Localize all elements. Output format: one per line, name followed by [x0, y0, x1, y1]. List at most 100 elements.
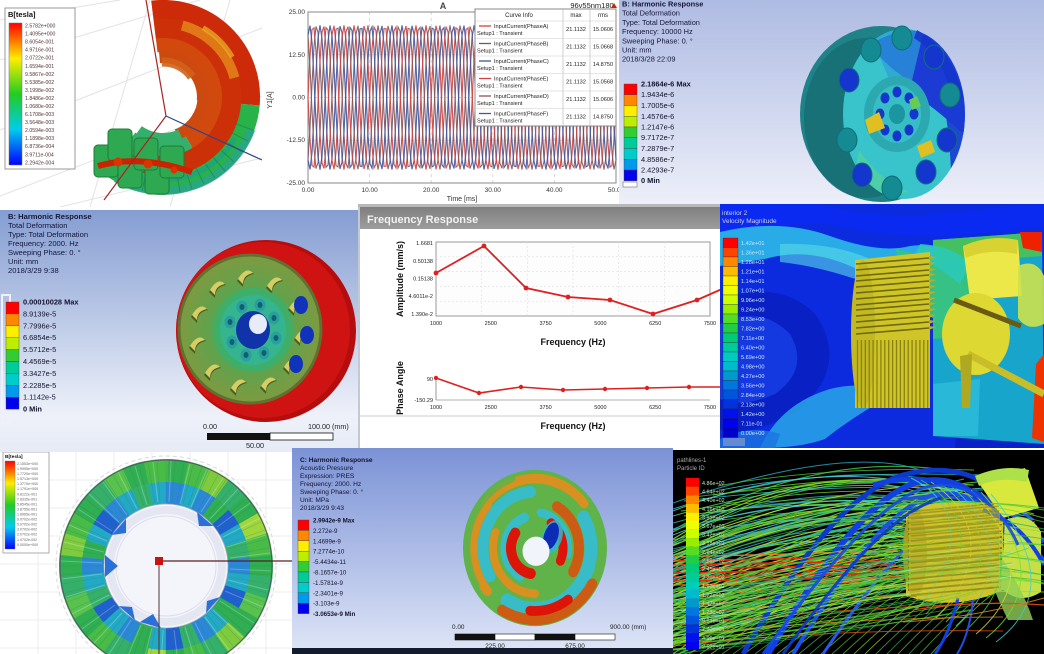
svg-text:6.40e+00: 6.40e+00	[741, 346, 765, 352]
svg-text:3.5648e-003: 3.5648e-003	[25, 120, 54, 126]
svg-text:1.7720e+000: 1.7720e+000	[17, 472, 38, 476]
svg-text:Amplitude (mm/s): Amplitude (mm/s)	[395, 241, 405, 317]
svg-text:3750: 3750	[539, 321, 551, 327]
svg-text:1.6594e-001: 1.6594e-001	[25, 64, 54, 70]
svg-text:Frequency (Hz): Frequency (Hz)	[540, 337, 605, 347]
svg-text:2.94e+02: 2.94e+02	[702, 550, 725, 556]
svg-text:Expression: PRES: Expression: PRES	[300, 473, 355, 480]
svg-text:4.86e+02: 4.86e+02	[702, 481, 725, 487]
svg-text:4.6011e-2: 4.6011e-2	[409, 294, 433, 300]
svg-text:0 Min: 0 Min	[641, 176, 660, 185]
svg-text:15.0568: 15.0568	[593, 80, 613, 86]
svg-text:Unit: mm: Unit: mm	[8, 257, 38, 266]
svg-text:9.0702e-002: 9.0702e-002	[17, 518, 37, 522]
svg-text:3.0702e-002: 3.0702e-002	[17, 528, 37, 532]
svg-text:pathlines-1: pathlines-1	[677, 458, 707, 464]
svg-text:2.1553e+000: 2.1553e+000	[17, 462, 38, 466]
svg-text:2.1864e-6 Max: 2.1864e-6 Max	[641, 80, 692, 89]
svg-text:21.1132: 21.1132	[566, 97, 586, 103]
svg-text:Setup1 : Transient: Setup1 : Transient	[477, 84, 523, 90]
svg-text:-8.1657e-10: -8.1657e-10	[313, 570, 347, 577]
svg-text:-3.0653e-9 Min: -3.0653e-9 Min	[313, 611, 356, 618]
svg-text:8.9139e-5: 8.9139e-5	[23, 309, 56, 318]
svg-text:-25.00: -25.00	[287, 180, 306, 187]
svg-text:1.9434e-6: 1.9434e-6	[641, 90, 674, 99]
svg-text:7.2879e-7: 7.2879e-7	[641, 144, 674, 153]
svg-text:4.64e+02: 4.64e+02	[702, 490, 725, 496]
svg-text:1.1791e+000: 1.1791e+000	[17, 487, 38, 491]
svg-text:1.0702e-002: 1.0702e-002	[17, 538, 37, 542]
svg-text:0.0000e+000: 0.0000e+000	[17, 543, 38, 547]
svg-text:0.00: 0.00	[302, 187, 315, 194]
svg-text:4.96e+01: 4.96e+01	[702, 636, 725, 642]
svg-text:2.52e+01: 2.52e+01	[702, 644, 725, 650]
svg-text:3.8755e-001: 3.8755e-001	[17, 507, 37, 511]
svg-text:2.45e+02: 2.45e+02	[702, 567, 725, 573]
svg-text:Curve Info: Curve Info	[505, 13, 533, 19]
svg-text:1.390e-2: 1.390e-2	[411, 312, 433, 318]
svg-text:-3.103e-9: -3.103e-9	[313, 601, 340, 608]
svg-text:-2.3401e-9: -2.3401e-9	[313, 590, 343, 597]
svg-text:Particle ID: Particle ID	[677, 466, 705, 472]
svg-text:900.00 (mm): 900.00 (mm)	[610, 624, 646, 631]
svg-text:96v55nm180: 96v55nm180	[570, 1, 613, 10]
svg-text:21.1132: 21.1132	[566, 27, 586, 33]
svg-text:2.272e-9: 2.272e-9	[313, 528, 338, 535]
svg-text:1.8965e-001: 1.8965e-001	[17, 513, 37, 517]
svg-text:Phase Angle: Phase Angle	[395, 361, 405, 415]
svg-text:InputCurrent(PhaseA): InputCurrent(PhaseA)	[494, 24, 549, 30]
svg-text:2018/3/29 9:38: 2018/3/29 9:38	[8, 266, 59, 275]
svg-text:1.21e+01: 1.21e+01	[741, 270, 765, 276]
svg-text:0.00: 0.00	[292, 95, 305, 102]
svg-text:A: A	[440, 1, 447, 11]
svg-text:7.8335e-001: 7.8335e-001	[17, 497, 37, 501]
svg-text:1.3770e+000: 1.3770e+000	[17, 482, 38, 486]
svg-text:1.1142e-5: 1.1142e-5	[23, 393, 56, 402]
svg-text:Setup1 : Transient: Setup1 : Transient	[477, 49, 523, 55]
svg-text:1000: 1000	[430, 321, 442, 327]
svg-text:4.16e+02: 4.16e+02	[702, 507, 725, 513]
svg-text:0.50138: 0.50138	[413, 259, 433, 265]
svg-text:0.00: 0.00	[203, 422, 217, 431]
svg-text:B: Harmonic Response: B: Harmonic Response	[8, 212, 92, 221]
svg-text:2.2942e-004: 2.2942e-004	[25, 160, 54, 166]
svg-text:1.23e+02: 1.23e+02	[702, 610, 725, 616]
svg-text:90: 90	[427, 377, 433, 383]
svg-text:6.8736e-004: 6.8736e-004	[25, 144, 54, 150]
svg-text:2.20e+02: 2.20e+02	[702, 576, 725, 582]
svg-text:2.4293e-7: 2.4293e-7	[641, 166, 674, 175]
svg-text:6250: 6250	[649, 405, 661, 411]
svg-text:0 Min: 0 Min	[23, 405, 42, 414]
svg-text:Total Deformation: Total Deformation	[622, 9, 680, 18]
svg-text:4.27e+00: 4.27e+00	[741, 374, 765, 380]
svg-text:2.0722e-001: 2.0722e-001	[25, 56, 54, 62]
svg-text:Setup1 : Transient: Setup1 : Transient	[477, 31, 523, 37]
svg-text:7.7996e-5: 7.7996e-5	[23, 321, 56, 330]
svg-text:0.00e+00: 0.00e+00	[741, 431, 765, 437]
svg-text:1.47e+02: 1.47e+02	[702, 601, 725, 607]
svg-text:6.1708e-003: 6.1708e-003	[25, 112, 54, 118]
svg-text:15.0606: 15.0606	[593, 97, 613, 103]
svg-text:InputCurrent(PhaseB): InputCurrent(PhaseB)	[494, 42, 549, 48]
svg-text:1.28e+01: 1.28e+01	[741, 260, 765, 266]
svg-text:1.7005e-6: 1.7005e-6	[641, 101, 674, 110]
svg-text:14.8750: 14.8750	[593, 62, 613, 68]
svg-text:0.15138: 0.15138	[413, 277, 433, 283]
svg-text:4.40e+02: 4.40e+02	[702, 498, 725, 504]
svg-text:InputCurrent(PhaseC): InputCurrent(PhaseC)	[494, 59, 549, 65]
svg-text:10.00: 10.00	[361, 187, 378, 194]
svg-text:15.0668: 15.0668	[593, 45, 613, 51]
svg-text:InputCurrent(PhaseD): InputCurrent(PhaseD)	[494, 94, 549, 100]
svg-text:21.1132: 21.1132	[566, 80, 586, 86]
svg-text:5000: 5000	[594, 405, 606, 411]
svg-text:50.00: 50.00	[608, 187, 619, 194]
svg-text:2.2285e-5: 2.2285e-5	[23, 381, 56, 390]
svg-text:-12.50: -12.50	[287, 137, 306, 144]
svg-text:Sweeping Phase: 0. °: Sweeping Phase: 0. °	[300, 488, 363, 496]
svg-text:2.0702e-002: 2.0702e-002	[17, 533, 37, 537]
svg-text:9.7172e-7: 9.7172e-7	[641, 133, 674, 142]
svg-text:Frequency: 10000 Hz: Frequency: 10000 Hz	[622, 27, 693, 36]
svg-text:Time [ms]: Time [ms]	[447, 196, 478, 203]
svg-text:-150.29: -150.29	[414, 398, 433, 404]
svg-text:225.00: 225.00	[485, 643, 505, 650]
